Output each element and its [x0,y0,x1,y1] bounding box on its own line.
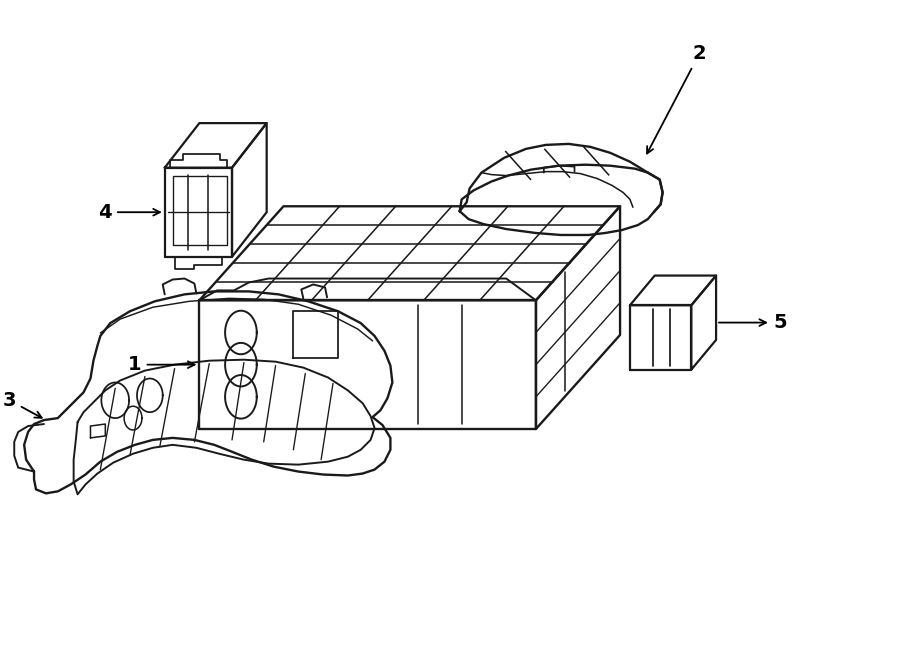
Text: 3: 3 [3,391,41,418]
Text: 4: 4 [98,203,160,221]
Text: 5: 5 [719,313,788,332]
Text: 1: 1 [128,355,194,374]
Text: 2: 2 [647,44,707,153]
